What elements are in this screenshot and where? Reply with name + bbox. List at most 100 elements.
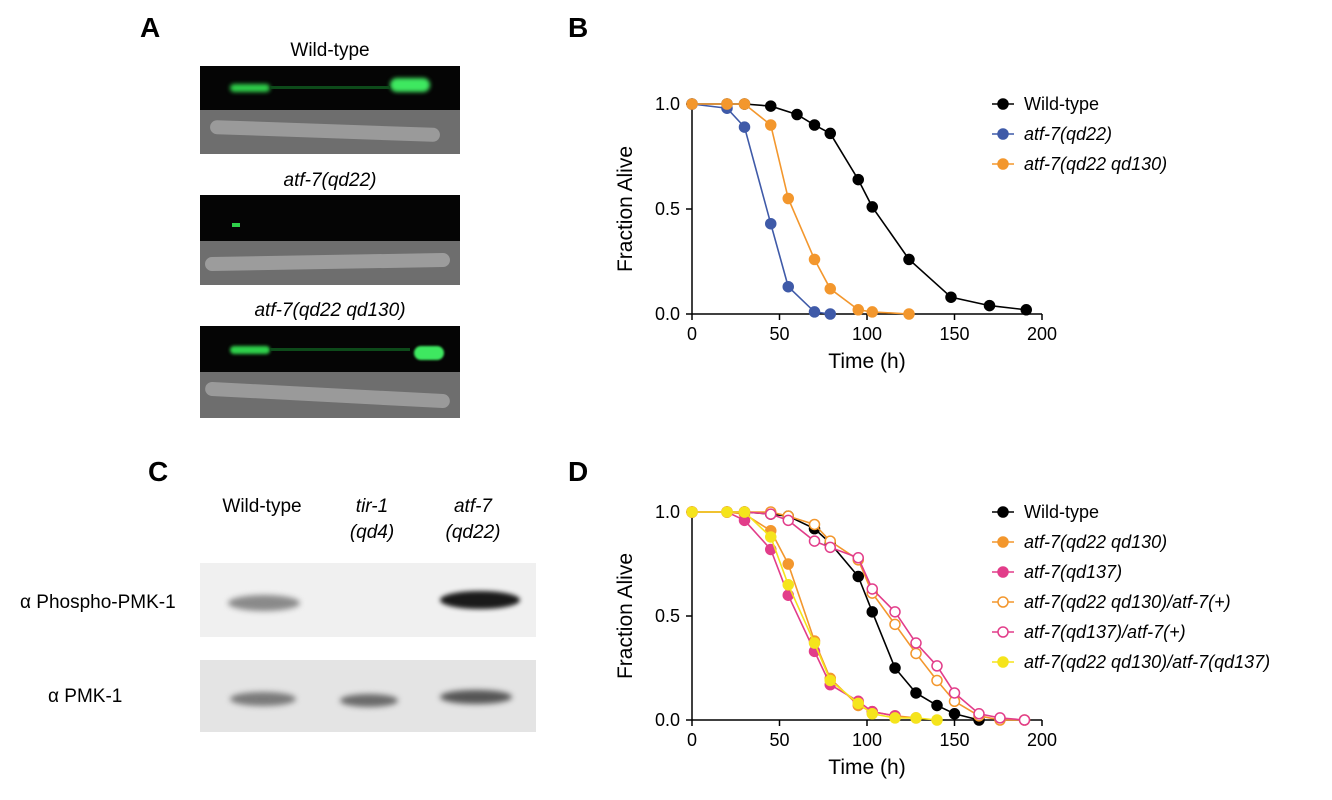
data-point — [973, 708, 985, 720]
data-point — [782, 558, 794, 570]
x-tick-label: 0 — [687, 730, 697, 750]
legend-marker — [997, 626, 1009, 638]
worm-image-atf-7-qd22 — [200, 195, 460, 285]
legend-marker — [997, 506, 1009, 518]
data-point — [852, 304, 864, 316]
alpha-symbol: α — [48, 686, 59, 707]
y-tick-label: 0.0 — [655, 304, 680, 324]
data-point — [931, 714, 943, 726]
data-point — [866, 606, 878, 618]
data-point — [866, 708, 878, 720]
data-point — [782, 579, 794, 591]
western-blot-phospho-pmk-1 — [200, 563, 536, 637]
data-point — [948, 708, 961, 720]
legend-marker — [997, 566, 1009, 578]
series-line — [692, 511, 1025, 721]
legend-label: atf-7(qd22 qd130)/atf-7(+) — [1024, 592, 1231, 612]
legend-marker — [997, 656, 1009, 668]
x-axis-label: Time (h) — [828, 350, 905, 373]
data-point — [738, 98, 751, 110]
legend-label: Wild-type — [1024, 502, 1099, 522]
data-point — [824, 541, 836, 554]
legend-label: atf-7(qd22 qd130) — [1024, 154, 1167, 174]
series-line — [692, 511, 917, 719]
data-point — [866, 583, 878, 595]
data-point — [808, 306, 821, 318]
legend-label: atf-7(qd22) — [1024, 124, 1112, 144]
panel-letter-b: B — [568, 12, 589, 43]
y-tick-label: 0.5 — [655, 199, 680, 219]
data-point — [782, 280, 794, 293]
x-tick-label: 50 — [769, 324, 789, 344]
data-point — [948, 687, 961, 699]
row-label-text: Phospho-PMK-1 — [36, 592, 176, 613]
worm-image-wild-type — [200, 66, 460, 154]
lane-label-wild-type: Wild-type — [222, 494, 301, 520]
lane-label-line1: tir-1 — [355, 496, 389, 517]
data-point — [866, 306, 878, 318]
data-point — [765, 119, 777, 131]
y-tick-label: 1.0 — [655, 502, 680, 522]
lane-label-atf-7: atf-7 (qd22) — [446, 494, 501, 546]
series-line — [691, 103, 831, 315]
survival-chart-b: 0 50 100 150 200 0.0 0.5 1.0 Time (h) Fraction Al… — [614, 94, 1167, 373]
legend-label: Wild-type — [1024, 94, 1099, 114]
x-tick-label: 100 — [852, 324, 882, 344]
strain-label-atf-7-qd22-qd130: atf-7(qd22 qd130) — [254, 300, 406, 321]
data-point — [824, 283, 836, 295]
x-tick-label: 0 — [687, 324, 697, 344]
legend-marker — [997, 536, 1009, 548]
data-point — [765, 531, 777, 543]
data-point — [738, 506, 751, 518]
data-point — [808, 518, 821, 531]
series-line — [692, 511, 1025, 721]
row-label-text: PMK-1 — [64, 686, 123, 707]
x-axis-label: Time (h) — [828, 756, 905, 779]
data-point — [721, 98, 733, 110]
data-point — [910, 647, 922, 660]
data-point — [910, 712, 922, 724]
data-point — [889, 712, 901, 724]
western-blot-pmk-1 — [200, 660, 536, 732]
band-atf-7 — [440, 591, 520, 609]
data-point — [808, 637, 821, 649]
data-point — [931, 699, 943, 712]
legend-label: atf-7(qd22 qd130)/atf-7(qd137) — [1024, 652, 1270, 672]
survival-chart-d: 0 50 100 150 200 0.0 0.5 1.0 Time (h) Fraction Al… — [614, 502, 1270, 779]
series-line — [692, 511, 896, 717]
data-point — [782, 192, 794, 205]
band-wild-type — [228, 595, 300, 611]
fluorescence-image — [200, 195, 460, 241]
data-point — [808, 535, 821, 547]
data-point — [824, 127, 836, 140]
fluorescence-image — [200, 66, 460, 110]
lane-label-tir-1: tir-1 (qd4) — [350, 494, 394, 546]
data-point — [852, 173, 864, 186]
data-point — [824, 674, 836, 687]
strain-label-atf-7-qd22: atf-7(qd22) — [283, 170, 377, 191]
lane-label-line2: (qd4) — [349, 522, 395, 543]
panel-letter-c: C — [148, 456, 169, 487]
band-atf-7 — [440, 690, 512, 704]
data-point — [983, 299, 996, 312]
y-axis-label: Fraction Alive — [614, 146, 637, 272]
legend-marker — [997, 158, 1009, 170]
legend-label: atf-7(qd137)/atf-7(+) — [1024, 622, 1186, 642]
data-point — [889, 618, 901, 631]
lane-label-line1: Wild-type — [222, 496, 302, 517]
band-wild-type — [230, 692, 296, 706]
data-point — [686, 506, 698, 518]
series-line — [692, 103, 1027, 311]
lane-label-line2: (qd22) — [445, 522, 501, 543]
data-point — [852, 552, 864, 564]
data-point — [994, 712, 1006, 724]
band-tir-1 — [340, 694, 398, 707]
data-point — [910, 687, 922, 699]
legend-marker — [997, 98, 1009, 110]
legend-marker — [997, 128, 1009, 140]
data-point — [1020, 304, 1032, 316]
panel-letter-a: A — [140, 12, 161, 43]
y-axis-label: Fraction Alive — [614, 553, 637, 679]
data-point — [782, 514, 794, 527]
dic-image — [200, 241, 460, 285]
